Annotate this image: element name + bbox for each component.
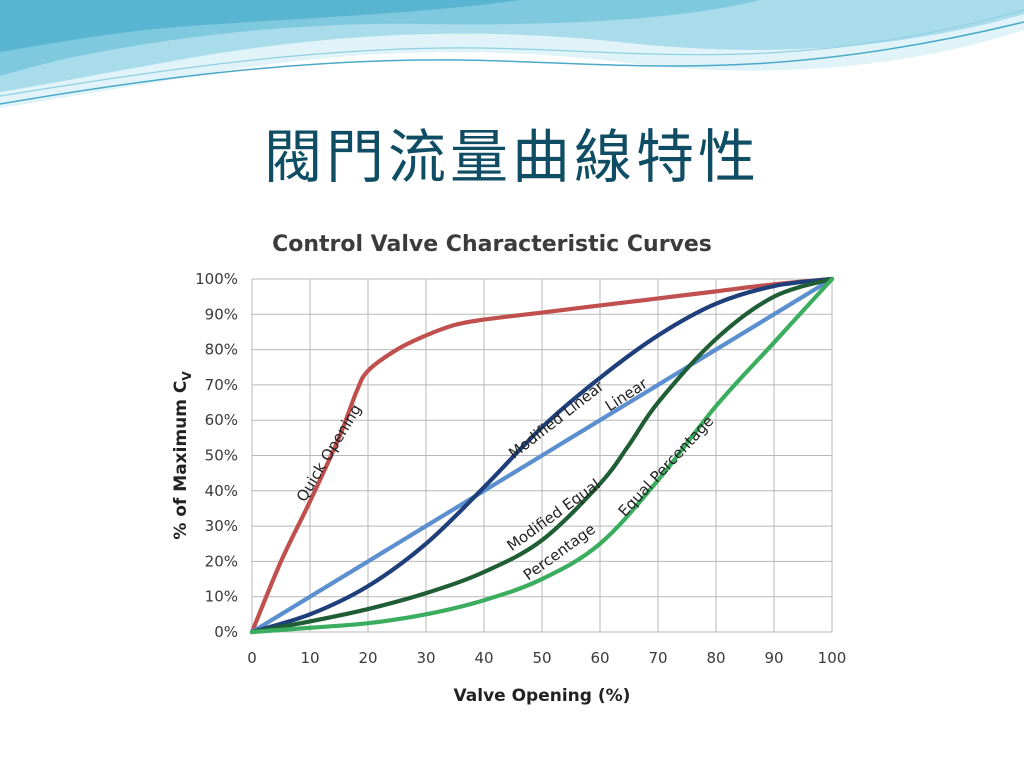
x-tick-label: 70 <box>648 649 667 667</box>
x-tick-label: 0 <box>247 649 257 667</box>
y-tick-label: 90% <box>205 305 238 323</box>
y-tick-label: 30% <box>205 517 238 535</box>
x-tick-label: 80 <box>706 649 725 667</box>
y-tick-label: 80% <box>205 341 238 359</box>
x-tick-label: 10 <box>300 649 319 667</box>
series-line-modified-linear <box>249 276 835 635</box>
y-axis-title: % of Maximum CV <box>171 371 194 540</box>
series-line-equal-percentage <box>249 276 835 635</box>
chart-series <box>249 276 835 635</box>
x-tick-label: 50 <box>532 649 551 667</box>
x-tick-label: 60 <box>590 649 609 667</box>
header-wave-decoration <box>0 0 1024 108</box>
y-tick-label: 40% <box>205 482 238 500</box>
x-axis-title: Valve Opening (%) <box>454 686 631 706</box>
series-line-modified-equal-percentage <box>249 276 835 635</box>
y-tick-label: 60% <box>205 411 238 429</box>
x-tick-label: 20 <box>358 649 377 667</box>
x-tick-label: 100 <box>818 649 847 667</box>
curve-label: Equal Percentage <box>615 412 718 520</box>
curve-label: Modified Linear <box>505 377 608 463</box>
x-tick-label: 40 <box>474 649 493 667</box>
series-line-quick-opening <box>249 276 835 635</box>
y-tick-label: 100% <box>195 270 238 288</box>
y-tick-label: 10% <box>205 588 238 606</box>
y-tick-label: 50% <box>205 447 238 465</box>
y-tick-label: 70% <box>205 376 238 394</box>
chart-grid <box>251 278 833 633</box>
series-line-linear <box>249 276 835 635</box>
y-tick-label: 20% <box>205 552 238 570</box>
chart-svg: Control Valve Characteristic Curves 0 10 2… <box>171 232 846 706</box>
x-tick-label: 90 <box>764 649 783 667</box>
y-axis-title-subscript: V <box>180 371 194 381</box>
chart-container: Control Valve Characteristic Curves 0 10 2… <box>158 218 866 712</box>
chart-ticks: 0 10 20 30 40 50 60 70 80 90 100 0% 10% 20% 30% 40% 50% 6… <box>195 270 846 667</box>
x-tick-label: 30 <box>416 649 435 667</box>
y-tick-label: 0% <box>214 623 238 641</box>
curve-label: Modified Equal <box>504 475 604 555</box>
slide-title: 閥門流量曲線特性 <box>263 123 760 191</box>
chart-title: Control Valve Characteristic Curves <box>272 232 712 257</box>
curve-label: Quick Opening <box>293 401 365 505</box>
y-axis-title-main: % of Maximum C <box>171 381 191 540</box>
